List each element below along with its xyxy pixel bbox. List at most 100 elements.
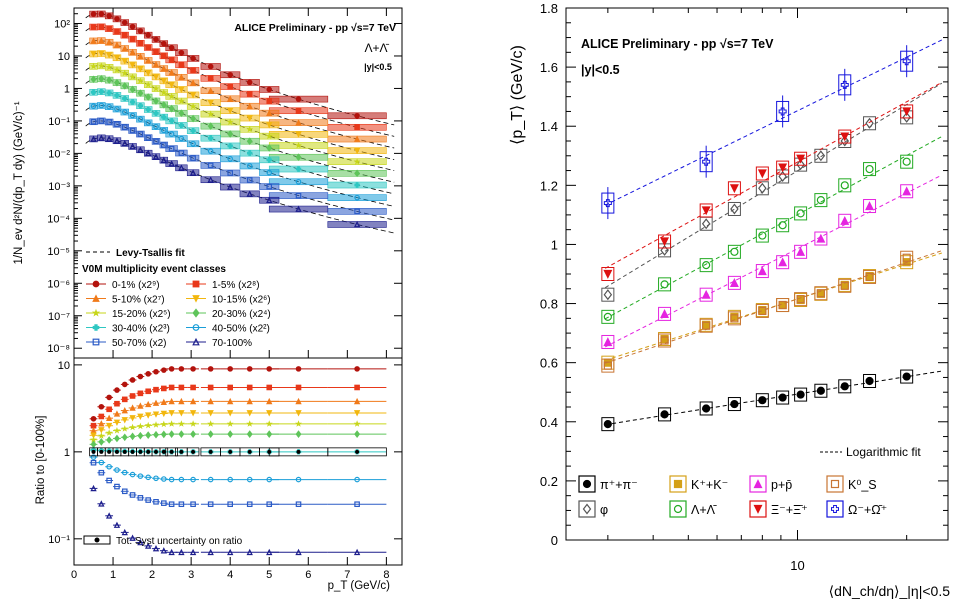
data-point (137, 413, 144, 420)
data-point (177, 97, 185, 104)
syst-box (601, 334, 615, 349)
levy-fit-line (85, 105, 395, 207)
data-point (168, 57, 175, 63)
data-point (121, 425, 129, 432)
data-point (354, 169, 361, 178)
legend-entry: 0-1% (x2⁹) (112, 280, 160, 291)
data-point (113, 66, 121, 73)
x-tick-label: 10 (790, 558, 804, 573)
data-point (227, 130, 234, 138)
data-point (178, 397, 185, 405)
data-point (92, 294, 100, 302)
data-point (902, 186, 912, 196)
data-point (168, 160, 175, 167)
syst-box (658, 333, 672, 348)
data-point (90, 440, 97, 449)
data-point (168, 384, 175, 391)
data-point (227, 430, 234, 438)
syst-box (239, 176, 260, 184)
data-point (129, 404, 136, 411)
legend-entry: π⁺+π⁻ (600, 478, 638, 492)
data-point (295, 430, 302, 438)
data-point (266, 157, 272, 163)
data-point (189, 92, 197, 99)
data-point (90, 484, 97, 492)
syst-box (755, 303, 769, 318)
data-point (98, 500, 105, 507)
syst-box (838, 178, 852, 193)
data-point (178, 109, 185, 118)
syst-box (863, 116, 877, 131)
syst-box (268, 192, 329, 199)
syst-box (794, 292, 808, 307)
y-tick-label: 1.2 (540, 178, 558, 193)
mean-pt-rapidity: |y|<0.5 (581, 63, 620, 77)
data-point (98, 37, 105, 44)
legend-title: V0M multiplicity event classes (82, 264, 226, 275)
legend-box (669, 475, 687, 493)
data-point (757, 169, 767, 179)
data-point (246, 430, 253, 438)
legend-syst-marker (94, 537, 100, 543)
data-point (105, 135, 113, 142)
data-point (137, 373, 144, 380)
data-point (207, 430, 214, 438)
data-point (295, 131, 302, 138)
data-point (778, 170, 787, 183)
data-point (207, 410, 214, 417)
data-point (207, 548, 214, 556)
syst-box (200, 162, 221, 169)
syst-box (776, 160, 790, 175)
data-point (161, 476, 167, 482)
y-tick-label: 0.4 (540, 415, 558, 430)
data-point (160, 65, 167, 72)
legend-entry: 5-10% (x2⁷) (112, 295, 165, 306)
data-point (178, 73, 185, 81)
data-point (266, 109, 273, 116)
data-point (169, 449, 174, 454)
data-point (603, 312, 612, 321)
data-point (296, 449, 301, 454)
data-point (121, 19, 128, 26)
data-point (207, 99, 214, 107)
data-point (246, 410, 253, 417)
data-point (295, 192, 302, 199)
data-point (295, 119, 302, 126)
data-point (295, 501, 302, 508)
data-point (121, 528, 128, 536)
legend-syst-label: Tot. Syst uncertainty on ratio (116, 536, 243, 547)
data-point (179, 449, 184, 454)
data-point (178, 501, 185, 508)
syst-box (128, 127, 137, 134)
data-point (192, 308, 200, 318)
syst-box (259, 169, 280, 176)
syst-box (900, 250, 914, 265)
log-fit-line (605, 250, 942, 364)
data-point (145, 32, 151, 38)
data-point (137, 116, 144, 122)
y-tick-label: 10⁻⁴ (47, 213, 70, 225)
data-point (105, 63, 113, 71)
data-point (168, 92, 176, 100)
data-point (246, 501, 253, 508)
syst-box (838, 213, 852, 228)
data-point (603, 420, 612, 429)
data-point (153, 475, 159, 482)
data-point (152, 399, 160, 406)
y-tick-label: 1.8 (540, 1, 558, 16)
data-point (354, 124, 360, 131)
data-point (121, 407, 128, 414)
syst-box (814, 231, 828, 246)
data-point (129, 377, 136, 383)
x-axis-label: p_T (GeV/c) (328, 580, 391, 592)
data-point (113, 521, 121, 528)
data-point (353, 548, 361, 556)
data-point (146, 449, 151, 454)
data-point (701, 218, 711, 230)
data-point (266, 122, 273, 129)
data-point (295, 420, 302, 427)
y-tick-label: 10 (58, 360, 70, 372)
data-point (160, 398, 167, 405)
data-point (902, 253, 911, 262)
data-point (137, 40, 144, 47)
